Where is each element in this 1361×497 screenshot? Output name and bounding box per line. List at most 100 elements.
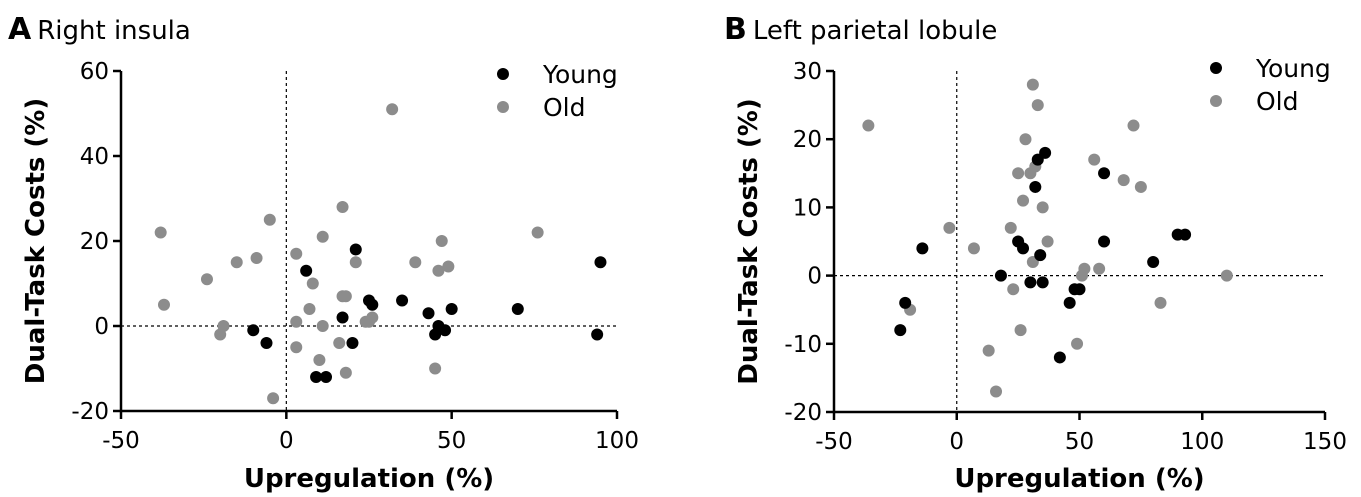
chart-a-young-point [445,303,458,315]
chart-b-x-tick-label: 50 [1065,429,1094,455]
chart-b-old-point [1220,269,1233,282]
chart-a-y-tick-label: -20 [71,399,109,425]
chart-b-old-point [1127,119,1140,132]
chart-a-legend-young-marker [497,68,509,80]
chart-b-young-point [1098,235,1111,248]
chart-b-young-point [1017,242,1030,255]
chart-b-old-point [1007,283,1020,296]
chart-a-legend-old-marker [497,101,509,113]
chart-b-young-point [1036,276,1049,289]
chart-a-old-point [386,103,399,116]
chart-a-old-point [250,252,263,264]
chart-a-y-axis-label: Dual-Task Costs (%) [21,98,51,384]
chart-a-old-point [313,354,326,366]
chart-a-young-point [260,337,273,349]
chart-a-young-point [594,256,607,269]
chart-b-young-point [1034,249,1047,262]
chart-b-young-point [1024,276,1037,289]
chart-b-old-point [1031,99,1044,112]
panel-b-title: B Left parietal lobule [724,12,997,47]
chart-b-legend-young-marker [1210,62,1222,74]
chart-a-old-point [432,264,445,277]
chart-a-old-point [200,273,213,286]
chart-a-x-tick-label: 100 [595,428,639,454]
chart-a-y-tick-label: 0 [94,314,109,340]
chart-b-old-point [1088,153,1101,166]
chart-b-young-point [1039,146,1052,159]
chart-a-young-point [247,324,260,337]
chart-b-legend-old-label: Old [1256,87,1299,116]
chart-a-old-point [349,256,362,269]
chart-a-old-point [409,256,422,269]
chart-a-x-tick-label: 0 [279,428,294,454]
chart-b-x-tick-label: 100 [1180,429,1224,455]
chart-b-old-point [967,242,980,255]
chart-a-old-point [339,366,352,379]
chart-b-old-point [982,344,995,357]
chart-b-old-point [990,385,1003,398]
chart-b-old-point [943,221,956,234]
panel-a-letter: A [8,12,32,47]
chart-b-young-point [916,242,929,255]
chart-a-young-point [310,371,323,383]
chart-b-young-point [899,296,912,309]
chart-a-old-point [157,298,170,311]
chart-b-y-tick-label: 20 [793,127,822,153]
chart-b-old-point [1026,78,1039,91]
chart-b-young-point [1029,180,1042,193]
chart-a-young-point [439,324,452,337]
chart-a-old-point [290,315,303,328]
chart-b-old-point [1041,235,1054,248]
chart-b-old-point [1117,174,1130,187]
chart-a-legend-young-label: Young [542,60,618,89]
chart-b-legend-young-label: Young [1255,54,1331,83]
chart-a-old-point [366,311,379,324]
chart-a-young-point [366,298,379,311]
chart-a-old-point [217,320,230,332]
chart-a-old-point [267,392,280,405]
chart-a-young-point [346,337,359,349]
chart-b-old-point [1012,167,1025,180]
chart-b-y-axis-label: Dual-Task Costs (%) [734,98,764,384]
chart-a-old-point [316,320,329,332]
chart-a-old-point [442,260,455,273]
chart-b-x-axis-label: Upregulation (%) [954,464,1204,494]
chart-a-old-point [154,226,167,239]
chart-b-old-point [1134,180,1147,193]
chart-a-x-axis-label: Upregulation (%) [244,464,494,494]
panel-a-title-text: Right insula [37,16,191,46]
chart-a-old-point [435,235,448,247]
chart-b-y-tick-label: 30 [793,59,822,85]
chart-b-x-tick-label: 0 [949,429,964,455]
chart-b-x-tick-label: -50 [815,429,853,455]
chart-a-old-point [303,303,316,315]
chart-b-y-tick-label: -10 [784,332,822,358]
chart-a-old-point [333,337,346,349]
chart-a-young-point [422,307,435,320]
chart-a-old-point [339,290,352,303]
chart-a-x-tick-label: 50 [437,428,466,454]
chart-b-old-point [1014,324,1027,337]
chart-b-old-point [1004,221,1017,234]
chart-a-old-point [290,341,303,354]
chart-a-old-point [230,256,243,269]
chart-a-young-point [349,243,362,256]
chart-b-young-point [1147,255,1160,268]
chart-b-young-point [1063,296,1076,309]
chart-b-old-point [862,119,875,132]
chart-a-old-point [263,213,276,226]
panel-b-letter: B [724,12,747,47]
chart-b-old-point [1019,133,1032,146]
chart-b-y-tick-label: 10 [793,195,822,221]
chart-b-young-point [1098,167,1111,180]
chart-b-young-point [894,324,907,337]
chart-b-young-point [994,269,1007,282]
chart-a-x-tick-label: -50 [102,428,140,454]
chart-b-old-point [1036,201,1049,214]
chart-b-young-point [1179,228,1192,241]
chart-a-legend-old-label: Old [543,93,586,122]
chart-a-young-point [511,303,524,315]
chart-a-y-tick-label: 40 [80,144,109,170]
chart-b-old-point [1093,262,1106,275]
